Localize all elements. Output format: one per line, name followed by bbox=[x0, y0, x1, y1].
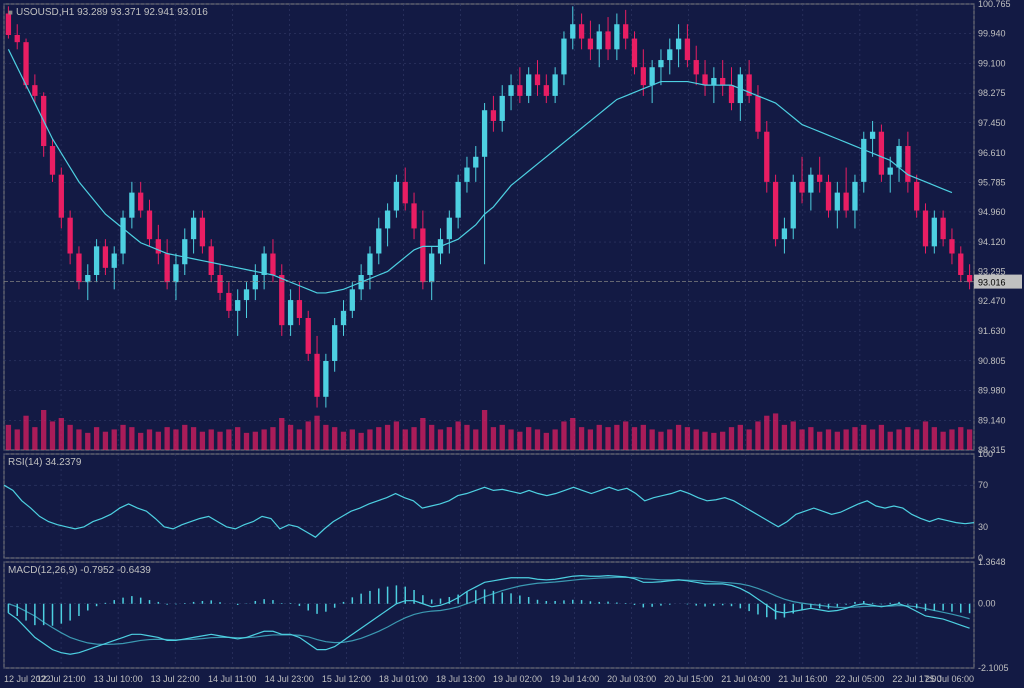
svg-text:97.450: 97.450 bbox=[978, 118, 1006, 128]
svg-text:100: 100 bbox=[978, 449, 993, 459]
svg-text:99.940: 99.940 bbox=[978, 29, 1006, 39]
svg-text:100.765: 100.765 bbox=[978, 0, 1011, 9]
svg-text:18 Jul 13:00: 18 Jul 13:00 bbox=[436, 674, 485, 684]
svg-text:1.3648: 1.3648 bbox=[978, 557, 1006, 567]
svg-text:98.275: 98.275 bbox=[978, 88, 1006, 98]
svg-text:14 Jul 11:00: 14 Jul 11:00 bbox=[208, 674, 256, 684]
svg-text:12 Jul 21:00: 12 Jul 21:00 bbox=[37, 674, 86, 684]
svg-text:15 Jul 12:00: 15 Jul 12:00 bbox=[322, 674, 371, 684]
svg-text:91.630: 91.630 bbox=[978, 326, 1006, 336]
svg-text:20 Jul 15:00: 20 Jul 15:00 bbox=[664, 674, 713, 684]
svg-text:18 Jul 01:00: 18 Jul 01:00 bbox=[379, 674, 428, 684]
svg-text:94.120: 94.120 bbox=[978, 237, 1006, 247]
svg-text:70: 70 bbox=[978, 480, 988, 490]
svg-text:RSI(14) 34.2379: RSI(14) 34.2379 bbox=[8, 457, 82, 468]
svg-text:89.140: 89.140 bbox=[978, 415, 1006, 425]
svg-text:96.610: 96.610 bbox=[978, 148, 1006, 158]
svg-text:95.785: 95.785 bbox=[978, 177, 1006, 187]
svg-text:21 Jul 04:00: 21 Jul 04:00 bbox=[721, 674, 770, 684]
svg-text:19 Jul 02:00: 19 Jul 02:00 bbox=[493, 674, 542, 684]
svg-text:14 Jul 23:00: 14 Jul 23:00 bbox=[265, 674, 314, 684]
svg-text:93.016: 93.016 bbox=[978, 278, 1006, 288]
svg-text:22 Jul 05:00: 22 Jul 05:00 bbox=[835, 674, 884, 684]
svg-text:25 Jul 06:00: 25 Jul 06:00 bbox=[925, 674, 974, 684]
svg-text:19 Jul 14:00: 19 Jul 14:00 bbox=[550, 674, 599, 684]
svg-text:13 Jul 22:00: 13 Jul 22:00 bbox=[151, 674, 200, 684]
svg-text:USOUSD,H1 93.289 93.371 92.941: USOUSD,H1 93.289 93.371 92.941 93.016 bbox=[16, 7, 208, 18]
trading-chart[interactable]: 100.765 99.940 99.100 98.275 97.450 96.610 95.… bbox=[0, 0, 1024, 688]
svg-text:21 Jul 16:00: 21 Jul 16:00 bbox=[778, 674, 827, 684]
svg-text:■: ■ bbox=[8, 8, 13, 17]
svg-text:94.960: 94.960 bbox=[978, 207, 1006, 217]
svg-text:0.00: 0.00 bbox=[978, 599, 996, 609]
svg-text:-2.1005: -2.1005 bbox=[978, 663, 1009, 673]
svg-text:92.470: 92.470 bbox=[978, 296, 1006, 306]
svg-text:20 Jul 03:00: 20 Jul 03:00 bbox=[607, 674, 656, 684]
svg-text:99.100: 99.100 bbox=[978, 59, 1006, 69]
svg-text:90.805: 90.805 bbox=[978, 356, 1006, 366]
svg-text:MACD(12,26,9) -0.7952 -0.6439: MACD(12,26,9) -0.7952 -0.6439 bbox=[8, 565, 151, 576]
chart-canvas: 100.765 99.940 99.100 98.275 97.450 96.610 95.… bbox=[0, 0, 1024, 688]
svg-text:89.980: 89.980 bbox=[978, 385, 1006, 395]
svg-text:13 Jul 10:00: 13 Jul 10:00 bbox=[94, 674, 143, 684]
svg-text:30: 30 bbox=[978, 522, 988, 532]
